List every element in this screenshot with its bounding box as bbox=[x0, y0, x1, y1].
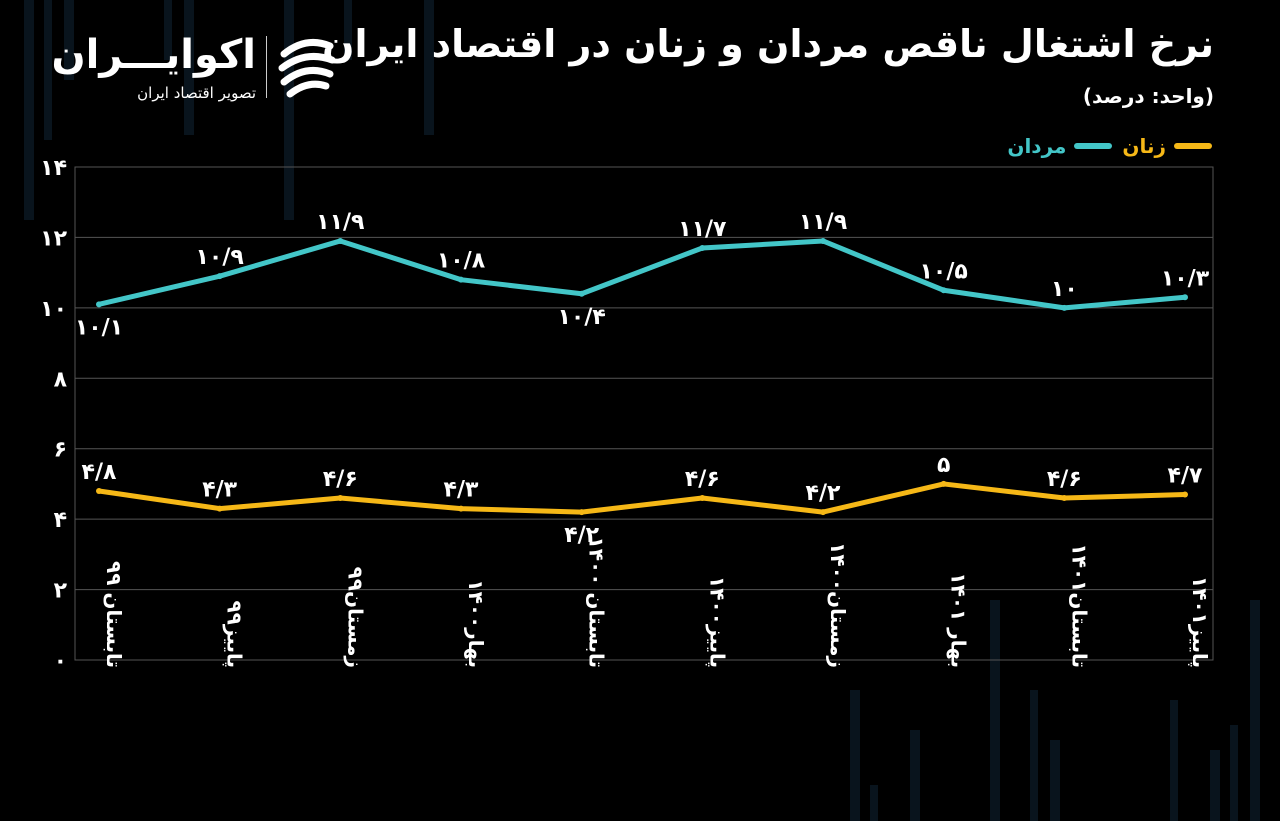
data-point-men bbox=[1061, 304, 1068, 311]
plot-frame bbox=[74, 166, 1214, 661]
legend-swatch-women bbox=[1174, 143, 1212, 149]
background-bar bbox=[24, 0, 34, 220]
series-line-men bbox=[96, 238, 1188, 311]
data-label-women: ۴/۶ bbox=[323, 467, 358, 492]
data-point-women bbox=[1182, 491, 1188, 498]
legend-label-men: مردان bbox=[1007, 134, 1067, 158]
data-label-men: ۱۰/۳ bbox=[1161, 266, 1210, 291]
x-tick-label: بهار ۱۴۰۱ bbox=[947, 572, 971, 668]
data-label-men: ۱۰/۵ bbox=[920, 259, 968, 284]
y-tick-label: ۶ bbox=[54, 438, 67, 463]
data-point-men bbox=[699, 244, 706, 251]
data-point-men bbox=[1182, 294, 1188, 301]
brand-mark-icon bbox=[278, 38, 336, 98]
x-tick-label: تابستان ۱۴۰۰ bbox=[585, 537, 609, 668]
logo-divider bbox=[266, 36, 267, 98]
data-point-men bbox=[458, 276, 464, 283]
chart-legend: زنان مردان bbox=[1007, 134, 1212, 158]
data-point-women bbox=[96, 487, 102, 494]
series-line-women bbox=[96, 481, 1188, 515]
background-bar bbox=[64, 0, 74, 80]
data-label-men: ۱۰/۱ bbox=[75, 315, 123, 340]
background-bar bbox=[1030, 690, 1038, 821]
y-tick-label: ۴ bbox=[54, 508, 67, 533]
data-label-women: ۴/۶ bbox=[685, 467, 720, 492]
data-label-women: ۴/۳ bbox=[202, 478, 237, 503]
background-bar bbox=[1230, 725, 1238, 821]
data-point-men bbox=[820, 237, 826, 244]
data-point-women bbox=[458, 505, 464, 512]
background-bar bbox=[184, 0, 194, 135]
data-label-men: ۱۱/۷ bbox=[678, 217, 727, 242]
chart-title: نرخ اشتغال ناقص مردان و زنان در اقتصاد ا… bbox=[322, 22, 1214, 66]
background-bar bbox=[870, 785, 878, 821]
y-tick-label: ۰ bbox=[54, 649, 67, 674]
y-tick-label: ۲ bbox=[54, 579, 68, 604]
background-bar bbox=[1050, 740, 1060, 821]
background-bar bbox=[1250, 600, 1260, 821]
background-bar bbox=[1170, 700, 1178, 821]
data-point-women bbox=[940, 480, 947, 487]
background-bar bbox=[850, 690, 860, 821]
data-point-women bbox=[216, 505, 223, 512]
data-point-women bbox=[578, 509, 585, 516]
legend-swatch-men bbox=[1074, 143, 1113, 149]
data-point-women bbox=[337, 495, 344, 502]
x-tick-label: بهار۱۴۰۰ bbox=[464, 579, 488, 668]
data-point-men bbox=[337, 237, 344, 244]
unit-note: (واحد: درصد) bbox=[1082, 84, 1214, 108]
x-tick-label: زمستان۹۹ bbox=[343, 567, 367, 668]
x-tick-label: پاییز۹۹ bbox=[222, 600, 247, 668]
data-label-women: ۵ bbox=[937, 453, 950, 478]
data-label-women: ۴/۷ bbox=[1168, 463, 1203, 488]
background-bar bbox=[344, 0, 352, 60]
data-point-men bbox=[940, 287, 947, 294]
data-point-women bbox=[699, 495, 706, 502]
x-tick-label: زمستان۱۴۰۰ bbox=[826, 542, 850, 668]
x-tick-label: تابستان ۹۹ bbox=[102, 561, 126, 668]
x-tick-label: پاییز۱۴۰۰ bbox=[704, 576, 729, 668]
data-label-men: ۱۰/۴ bbox=[558, 305, 606, 330]
legend-item-women: زنان bbox=[1122, 134, 1212, 158]
brand-tagline: تصویر اقتصاد ایران bbox=[137, 84, 256, 102]
y-tick-label: ۱۲ bbox=[40, 226, 67, 251]
brand-name: اکوایـــران bbox=[51, 32, 256, 78]
legend-label-women: زنان bbox=[1122, 134, 1166, 158]
data-label-women: ۴/۳ bbox=[444, 478, 479, 503]
data-point-women bbox=[820, 509, 826, 516]
background-bar bbox=[1210, 750, 1220, 821]
data-point-women bbox=[1061, 495, 1068, 502]
data-label-women: ۴/۲ bbox=[806, 481, 841, 506]
y-tick-label: ۱۴ bbox=[40, 156, 67, 181]
background-bar bbox=[284, 0, 294, 220]
data-label-women: ۴/۸ bbox=[82, 460, 117, 485]
background-bar bbox=[424, 0, 434, 135]
background-bar bbox=[910, 730, 920, 821]
background-bar bbox=[990, 600, 1000, 821]
data-point-men bbox=[216, 273, 223, 280]
background-bar bbox=[164, 0, 172, 60]
x-tick-label: تابستان۱۴۰۱ bbox=[1067, 544, 1091, 668]
legend-item-men: مردان bbox=[1007, 134, 1113, 158]
x-tick-label: پاییز۱۴۰۱ bbox=[1187, 576, 1212, 668]
data-label-women: ۴/۲ bbox=[564, 523, 599, 548]
y-tick-label: ۸ bbox=[54, 367, 68, 392]
data-label-men: ۱۱/۹ bbox=[316, 210, 364, 235]
data-label-men: ۱۰/۹ bbox=[196, 245, 244, 270]
data-label-men: ۱۰/۸ bbox=[437, 249, 486, 274]
data-label-men: ۱۰ bbox=[1051, 277, 1078, 302]
data-point-men bbox=[96, 301, 102, 308]
brand-logo: اکوایـــران تصویر اقتصاد ایران bbox=[48, 30, 336, 110]
y-tick-label: ۱۰ bbox=[40, 297, 67, 322]
data-label-men: ۱۱/۹ bbox=[799, 210, 847, 235]
data-label-women: ۴/۶ bbox=[1047, 467, 1082, 492]
data-point-men bbox=[578, 290, 585, 297]
background-bar bbox=[44, 0, 52, 140]
